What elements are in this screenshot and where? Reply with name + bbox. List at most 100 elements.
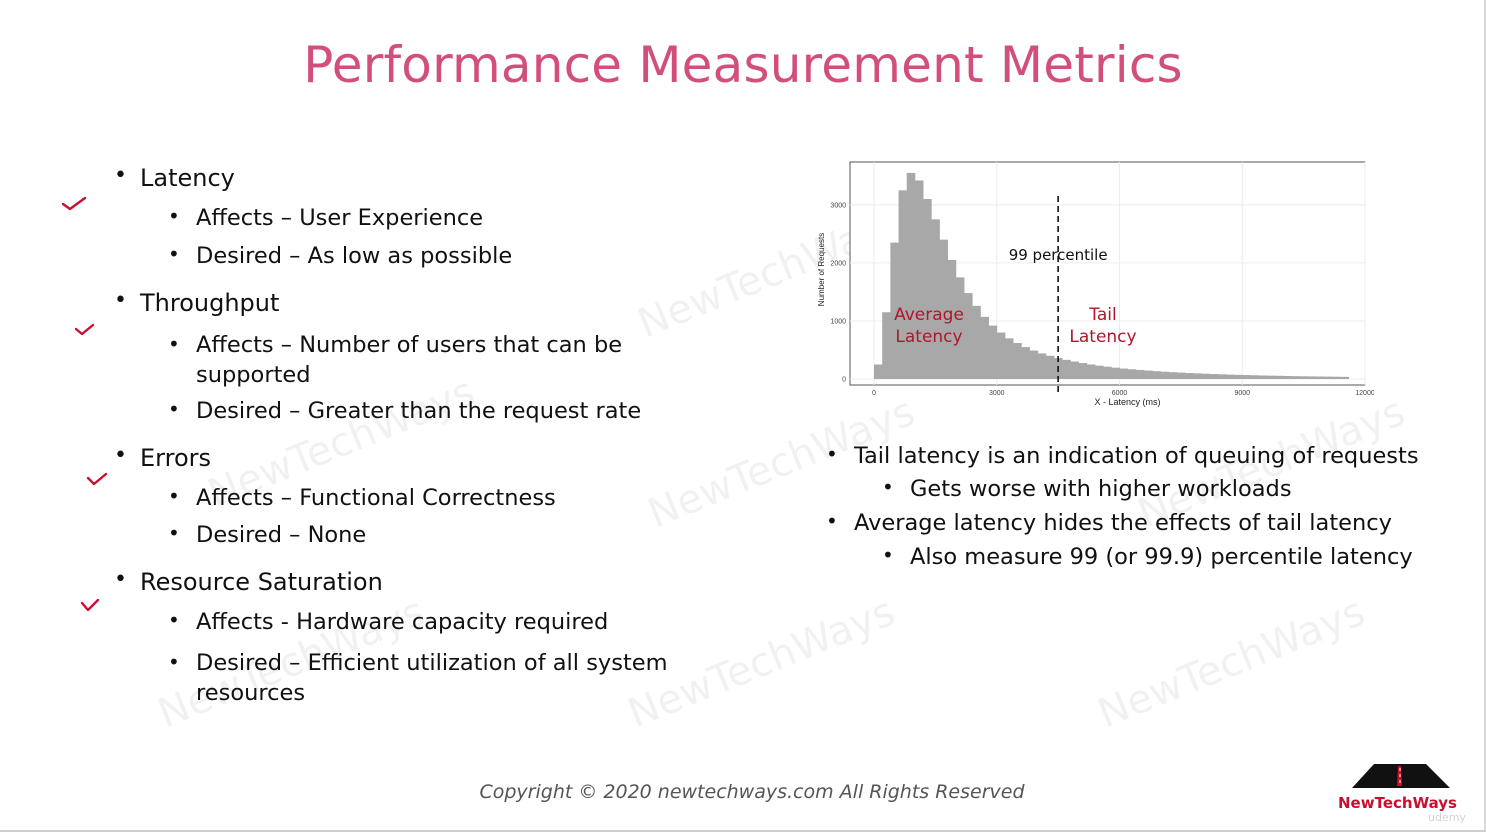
histogram-bar xyxy=(1029,350,1039,379)
histogram-bar xyxy=(1332,376,1341,379)
histogram-bar xyxy=(1274,375,1284,379)
histogram-bar xyxy=(1307,376,1317,379)
histogram-bar xyxy=(1119,368,1129,379)
histogram-bar xyxy=(1283,375,1292,379)
bullet-dot: • xyxy=(168,608,180,632)
bullet-dot: • xyxy=(168,204,180,228)
histogram-bar xyxy=(1168,372,1178,379)
histogram-bar xyxy=(1094,365,1104,379)
check-mark-icon xyxy=(61,196,87,211)
sub-bullet: • Desired – Efficient utilization of all … xyxy=(168,648,686,708)
histogram-bar xyxy=(1062,359,1071,379)
sub-bullet: • Affects – User Experience xyxy=(168,204,483,231)
histogram-bar xyxy=(1013,343,1022,379)
sub-bullet: • Affects - Hardware capacity required xyxy=(168,608,609,635)
histogram-bar xyxy=(1324,376,1333,379)
bullet-dot: • xyxy=(168,332,180,356)
sub-bullet-text: Affects - Hardware capacity required xyxy=(196,609,609,635)
right-bullet: • Tail latency is an indication of queuin… xyxy=(826,442,1419,469)
bullet-label: Average latency hides the effects of tai… xyxy=(854,510,1392,536)
histogram-bar xyxy=(1209,374,1219,379)
histogram-bar xyxy=(898,190,908,379)
x-tick-label: 12000 xyxy=(1355,390,1374,397)
bottom-border xyxy=(0,830,1486,832)
histogram-bar xyxy=(914,180,924,379)
histogram-bar xyxy=(1152,371,1161,379)
watermark: NewTechWays xyxy=(1091,588,1372,738)
histogram-bar xyxy=(988,325,998,379)
histogram-bar xyxy=(1176,372,1186,379)
histogram-bar xyxy=(1201,373,1210,379)
sub-bullet: • Affects – Number of users that can be s… xyxy=(168,330,666,390)
bullet-latency: • Latency xyxy=(114,163,235,192)
histogram-bar xyxy=(980,316,989,379)
bullet-dot: • xyxy=(168,242,180,266)
bullet-label: Latency xyxy=(140,164,235,192)
histogram-bar xyxy=(964,293,973,379)
x-tick-label: 9000 xyxy=(1234,390,1250,397)
histogram-bar xyxy=(890,242,899,379)
bullet-dot: • xyxy=(168,484,180,508)
average-latency-label: Latency xyxy=(895,327,962,347)
histogram-bar xyxy=(1135,369,1145,379)
histogram-bar xyxy=(1127,369,1137,379)
sub-bullet-text: Desired – None xyxy=(196,522,367,548)
bullet-dot: • xyxy=(168,397,180,421)
sub-bullet-text: Desired – Greater than the request rate xyxy=(196,398,642,424)
histogram-bar xyxy=(955,277,965,379)
histogram-bar xyxy=(1193,373,1202,379)
histogram-bar xyxy=(1045,355,1055,379)
percentile-label: 99 percentile xyxy=(1009,246,1108,264)
histogram-bar xyxy=(1315,376,1325,379)
y-tick-label: 1000 xyxy=(830,318,846,325)
histogram-bar xyxy=(1225,374,1235,379)
histogram-bar xyxy=(1144,370,1153,379)
tail-latency-label: Latency xyxy=(1069,327,1136,347)
bullet-label: Throughput xyxy=(140,289,280,317)
histogram-bar xyxy=(1111,367,1120,379)
average-latency-label: Average xyxy=(894,305,964,325)
histogram-bar xyxy=(1242,375,1251,379)
bullet-dot: • xyxy=(826,442,838,466)
histogram-bar xyxy=(1070,361,1079,379)
histogram-bar xyxy=(1258,375,1268,379)
sub-bullet: • Desired – As low as possible xyxy=(168,242,513,269)
check-mark-icon xyxy=(74,322,96,336)
x-tick-label: 0 xyxy=(872,390,876,397)
histogram-bar xyxy=(1037,353,1047,379)
histogram-bar xyxy=(923,199,932,379)
x-tick-label: 6000 xyxy=(1112,390,1128,397)
sub-bullet: • Desired – None xyxy=(168,521,367,548)
bullet-resource-saturation: • Resource Saturation xyxy=(114,567,383,596)
histogram-bar xyxy=(874,364,883,379)
bullet-dot: • xyxy=(168,650,180,674)
x-axis-label: X - Latency (ms) xyxy=(1094,397,1160,407)
histogram-bar xyxy=(1004,338,1014,379)
sub-bullet-text: Desired – Efficient utilization of all s… xyxy=(196,650,668,706)
histogram-bar xyxy=(947,259,957,379)
sub-bullet-text: Affects – Number of users that can be su… xyxy=(196,332,623,388)
udemy-watermark: udemy xyxy=(1428,811,1466,824)
histogram-bar xyxy=(972,305,981,379)
copyright-text: Copyright © 2020 newtechways.com All Rig… xyxy=(479,781,1025,803)
newtechways-logo-icon xyxy=(1352,764,1450,788)
histogram-bar xyxy=(1103,366,1112,379)
bullet-dot: • xyxy=(826,509,838,533)
histogram-bar xyxy=(1078,363,1088,379)
bullet-dot: • xyxy=(168,521,180,545)
y-tick-label: 0 xyxy=(842,377,846,384)
slide-title: Performance Measurement Metrics xyxy=(303,36,1183,94)
histogram-bar xyxy=(1340,376,1350,379)
sub-bullet-text: Also measure 99 (or 99.9) percentile lat… xyxy=(910,544,1413,570)
sub-bullet-text: Affects – Functional Correctness xyxy=(196,485,556,511)
sub-bullet-text: Desired – As low as possible xyxy=(196,243,513,269)
right-bullet: • Average latency hides the effects of ta… xyxy=(826,509,1392,536)
sub-bullet: • Affects – Functional Correctness xyxy=(168,484,556,511)
bullet-label: Errors xyxy=(140,444,212,472)
histogram-bar xyxy=(1234,374,1243,379)
right-sub-bullet: • Gets worse with higher workloads xyxy=(882,475,1292,502)
bullet-dot: • xyxy=(114,288,127,313)
histogram-bar xyxy=(882,312,891,379)
bullet-dot: • xyxy=(882,543,894,567)
